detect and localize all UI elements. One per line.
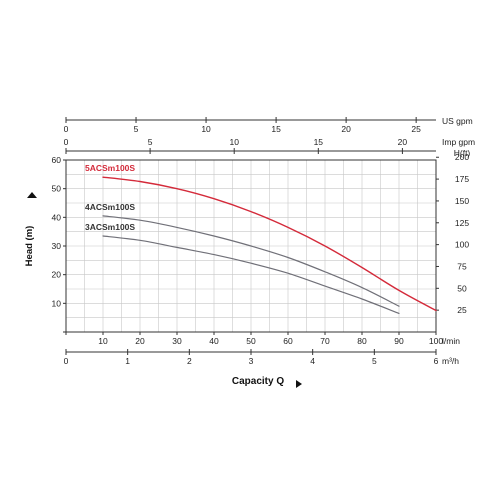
imp-gpm-axis-label: Imp gpm [442, 137, 475, 147]
x-tick-label: 90 [394, 336, 404, 346]
y-tick-label: 10 [52, 298, 62, 308]
ft-tick-label: 125 [455, 218, 469, 228]
y-tick-label: 60 [52, 155, 62, 165]
us-gpm-axis-tick-label: 5 [134, 124, 139, 134]
x-tick-label: 30 [172, 336, 182, 346]
x-tick-label: 10 [98, 336, 108, 346]
x-tick-label: 40 [209, 336, 219, 346]
imp-gpm-axis-tick-label: 0 [64, 137, 69, 147]
us-gpm-axis-tick-label: 20 [341, 124, 351, 134]
m3h-axis [65, 349, 437, 355]
series-line-3ACSm100S [102, 235, 400, 314]
y-tick-label: 50 [52, 184, 62, 194]
x-tick-label: 100 [429, 336, 443, 346]
us-gpm-axis [65, 117, 436, 123]
y-tick-label: 30 [52, 241, 62, 251]
ft-tick-label: 25 [457, 305, 467, 315]
us-gpm-axis-tick-label: 0 [64, 124, 69, 134]
x-axis-title: Capacity Q [232, 376, 284, 387]
series-label-5ACSm100S: 5ACSm100S [85, 163, 135, 173]
us-gpm-axis-tick-label: 10 [201, 124, 211, 134]
ft-tick-label: 100 [455, 240, 469, 250]
m3h-axis-label: m³/h [442, 356, 459, 366]
y-tick-label: 40 [52, 212, 62, 222]
x-axis-arrow [296, 380, 302, 388]
us-gpm-axis-tick-label: 25 [411, 124, 421, 134]
ft-tick-label: 75 [457, 261, 467, 271]
ft-tick-label: 150 [455, 196, 469, 206]
imp-gpm-axis-tick-label: 15 [314, 137, 324, 147]
ft-axis-label: H(ft) [454, 148, 471, 158]
x-tick-label: 80 [357, 336, 367, 346]
ft-tick-label: 50 [457, 283, 467, 293]
ft-tick-label: 175 [455, 174, 469, 184]
x-tick-label: 70 [320, 336, 330, 346]
y-axis-title: Head (m) [24, 226, 35, 267]
x-tick-label: 50 [246, 336, 256, 346]
x-unit-label: l/min [442, 336, 460, 346]
m3h-axis-tick-label: 3 [249, 356, 254, 366]
m3h-axis-tick-label: 1 [125, 356, 130, 366]
ft-tick-label: 200 [455, 152, 469, 162]
x-tick-label: 20 [135, 336, 145, 346]
us-gpm-axis-label: US gpm [442, 116, 473, 126]
m3h-axis-tick-label: 5 [372, 356, 377, 366]
imp-gpm-axis-tick-label: 20 [398, 137, 408, 147]
y-tick-label: 20 [52, 270, 62, 280]
series-label-4ACSm100S: 4ACSm100S [85, 202, 135, 212]
m3h-axis-tick-label: 6 [434, 356, 439, 366]
series-line-4ACSm100S [102, 215, 400, 307]
y-axis-arrow [27, 192, 37, 198]
series-line-5ACSm100S [102, 176, 437, 312]
m3h-axis-tick-label: 2 [187, 356, 192, 366]
series-label-3ACSm100S: 3ACSm100S [85, 222, 135, 232]
x-tick-label: 60 [283, 336, 293, 346]
m3h-axis-tick-label: 0 [64, 356, 69, 366]
imp-gpm-axis-tick-label: 5 [148, 137, 153, 147]
us-gpm-axis-tick-label: 15 [271, 124, 281, 134]
m3h-axis-tick-label: 4 [310, 356, 315, 366]
imp-gpm-axis [65, 148, 436, 154]
imp-gpm-axis-tick-label: 10 [229, 137, 239, 147]
